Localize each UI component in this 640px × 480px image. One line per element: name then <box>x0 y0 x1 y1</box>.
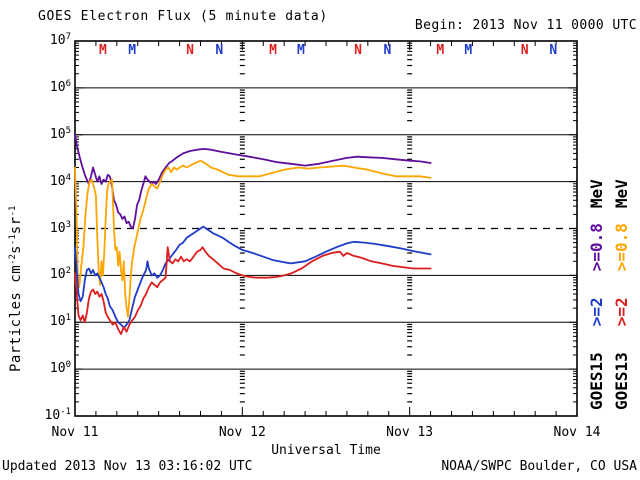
x-tick-label: Nov 11 <box>51 425 99 440</box>
x-tick-label: Nov 13 <box>386 425 434 440</box>
y-tick-label: 101 <box>49 313 71 330</box>
updated-timestamp: Updated 2013 Nov 13 03:16:02 UTC <box>2 459 253 474</box>
x-ticks <box>74 41 578 416</box>
begin-timestamp: Begin: 2013 Nov 11 0000 UTC <box>414 18 637 33</box>
vertical-dotted-gridline <box>407 42 413 403</box>
satellite-marker-letter: M <box>464 43 472 58</box>
satellite-marker-letter: M <box>297 43 305 58</box>
legend-column-goes13: GOES13>=2>=0.8MeV <box>612 179 631 410</box>
legend-column-goes15: GOES15>=2>=0.8MeV <box>587 179 606 410</box>
satellite-marker-letter: N <box>383 43 391 58</box>
vertical-dotted-gridline <box>239 42 245 403</box>
satellite-marker-letter: M <box>436 43 444 58</box>
satellite-marker-letter: N <box>549 43 557 58</box>
y-tick-label: 100 <box>49 360 71 377</box>
satellite-marker-letter: M <box>99 43 107 58</box>
satellite-marker-letter: M <box>269 43 277 58</box>
y-tick-label: 105 <box>49 125 71 142</box>
series-line <box>74 159 432 318</box>
satellite-marker-letter: M <box>128 43 136 58</box>
x-tick-label: Nov 14 <box>553 425 601 440</box>
y-tick-label: 103 <box>49 219 71 236</box>
y-tick-label: 10-1 <box>44 407 72 423</box>
y-tick-label: 107 <box>49 32 71 48</box>
series-line <box>74 225 432 329</box>
x-tick-label: Nov 12 <box>218 425 266 440</box>
x-axis-label: Universal Time <box>271 443 381 458</box>
series-line <box>74 246 432 336</box>
satellite-marker-letter: N <box>521 43 529 58</box>
y-tick-label: 104 <box>49 172 71 189</box>
series-line <box>74 133 432 230</box>
y-tick-label: 106 <box>49 78 71 95</box>
page-title: GOES Electron Flux (5 minute data) <box>38 9 328 24</box>
satellite-marker-letter: N <box>186 43 194 58</box>
satellite-marker-letter: N <box>354 43 362 58</box>
satellite-marker-letter: N <box>215 43 223 58</box>
credit-label: NOAA/SWPC Boulder, CO USA <box>441 459 637 474</box>
y-tick-label: 102 <box>49 266 71 283</box>
